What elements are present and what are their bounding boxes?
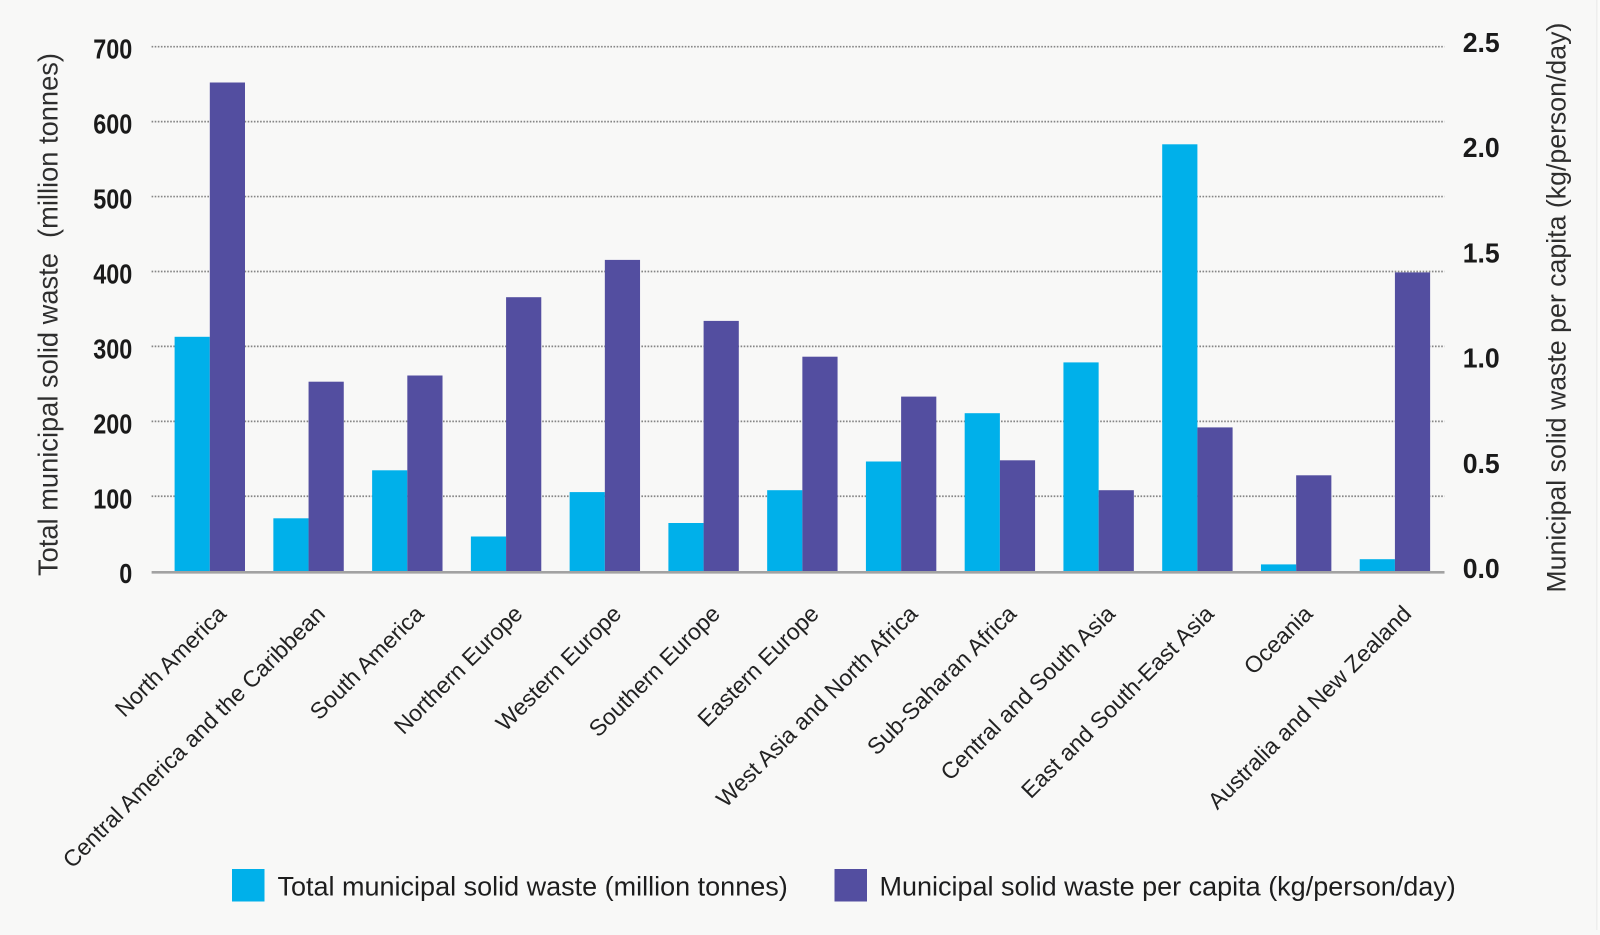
svg-text:2.5: 2.5 [1463,27,1500,58]
svg-text:500: 500 [93,184,132,215]
svg-text:0.5: 0.5 [1463,448,1500,479]
svg-text:600: 600 [93,109,132,140]
svg-text:200: 200 [93,408,132,439]
svg-text:2.0: 2.0 [1463,132,1500,163]
svg-text:100: 100 [93,483,132,514]
svg-text:Municipal solid waste per capi: Municipal solid waste per capita (kg/per… [880,871,1456,901]
svg-text:1.5: 1.5 [1463,237,1500,268]
svg-text:1.0: 1.0 [1463,343,1500,374]
svg-text:Total municipal solid waste (: Total municipal solid waste (million ton… [32,53,63,576]
svg-text:Municipal solid waste per capi: Municipal solid waste per capita (kg/per… [1541,23,1571,593]
svg-text:0: 0 [119,558,132,589]
svg-text:0.0: 0.0 [1463,553,1500,584]
svg-text:700: 700 [93,34,132,65]
svg-text:400: 400 [93,258,132,289]
svg-text:300: 300 [93,333,132,364]
svg-text:Total municipal solid waste (m: Total municipal solid waste (million ton… [278,871,788,901]
